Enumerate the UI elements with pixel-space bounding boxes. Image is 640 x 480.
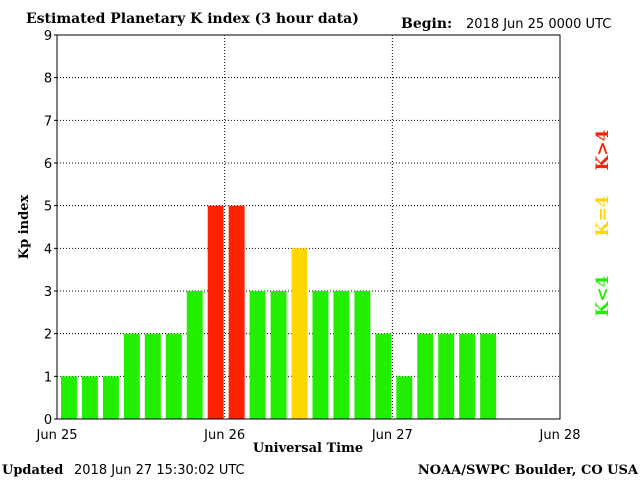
grid-lines bbox=[57, 35, 560, 419]
kp-bar bbox=[375, 333, 392, 419]
y-tick-label: 6 bbox=[44, 157, 52, 172]
x-tick-label: Jun 26 bbox=[203, 428, 245, 443]
y-tick-label: 3 bbox=[44, 285, 52, 300]
legend-high: K>4 bbox=[593, 129, 613, 170]
kp-bar bbox=[312, 291, 329, 419]
plot-frame bbox=[56, 34, 561, 420]
bar-group bbox=[61, 205, 497, 419]
y-tick-label: 5 bbox=[44, 200, 52, 215]
y-tick-label: 9 bbox=[44, 29, 52, 44]
y-tick-label: 7 bbox=[44, 114, 52, 129]
kp-bar bbox=[333, 291, 350, 419]
kp-bar bbox=[186, 291, 203, 419]
y-axis-label: Kp index bbox=[17, 195, 32, 260]
kp-bar bbox=[207, 205, 224, 419]
x-tick-label: Jun 25 bbox=[36, 428, 78, 443]
kp-bar bbox=[102, 376, 119, 419]
legend-equal: K=4 bbox=[593, 195, 613, 236]
begin-value: 2018 Jun 25 0000 UTC bbox=[466, 17, 611, 32]
kp-bar bbox=[459, 333, 476, 419]
kp-bar bbox=[81, 376, 98, 419]
kp-bar bbox=[396, 376, 413, 419]
y-tick-label: 4 bbox=[44, 242, 52, 257]
kp-bar bbox=[480, 333, 497, 419]
updated-value: 2018 Jun 27 15:30:02 UTC bbox=[74, 463, 245, 478]
chart-title: Estimated Planetary K index (3 hour data… bbox=[26, 11, 359, 27]
y-tick-label: 0 bbox=[44, 413, 52, 428]
kp-bar bbox=[228, 205, 245, 419]
y-tick-label: 8 bbox=[44, 72, 52, 87]
kp-bar bbox=[291, 248, 308, 419]
begin-label: Begin: bbox=[401, 16, 452, 32]
y-tick-labels: 0 1 2 3 4 5 6 7 8 9 bbox=[44, 29, 57, 428]
kp-bar bbox=[61, 376, 77, 419]
x-axis-label: Universal Time bbox=[253, 441, 363, 456]
kp-bar bbox=[144, 333, 161, 419]
legend: K<4 K=4 K>4 bbox=[593, 129, 613, 316]
kp-bar bbox=[165, 333, 182, 419]
kp-bar bbox=[270, 291, 287, 419]
kp-bar bbox=[438, 333, 455, 419]
x-tick-label: Jun 27 bbox=[371, 428, 413, 443]
updated-label: Updated bbox=[2, 463, 63, 478]
y-tick-label: 1 bbox=[44, 370, 52, 385]
kp-bar bbox=[417, 333, 434, 419]
legend-low: K<4 bbox=[593, 275, 613, 316]
source-credit: NOAA/SWPC Boulder, CO USA bbox=[418, 463, 639, 478]
kp-bar bbox=[123, 333, 140, 419]
y-tick-label: 2 bbox=[44, 328, 52, 343]
kp-bar bbox=[354, 291, 371, 419]
x-tick-labels: Jun 25 Jun 26 Jun 27 Jun 28 bbox=[36, 428, 581, 443]
x-tick-label: Jun 28 bbox=[539, 428, 581, 443]
kp-bar bbox=[249, 291, 266, 419]
